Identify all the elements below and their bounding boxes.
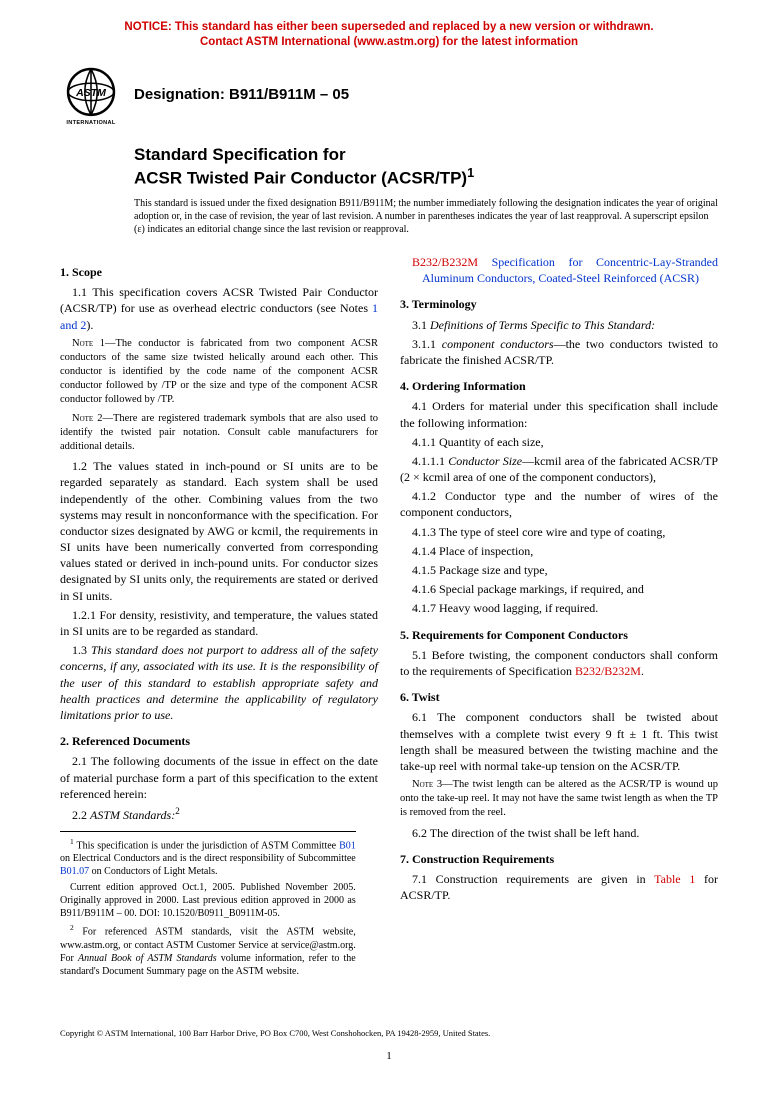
notice-line1: NOTICE: This standard has either been su…	[124, 21, 653, 33]
section-4-head: 4. Ordering Information	[400, 378, 718, 394]
p4111b: Conductor Size	[448, 454, 522, 468]
para-1-2-1: 1.2.1 For density, resistivity, and temp…	[60, 607, 378, 639]
p22b: ASTM Standards:	[90, 808, 175, 822]
para-1-2: 1.2 The values stated in inch-pound or S…	[60, 458, 378, 604]
section-1-head: 1. Scope	[60, 264, 378, 280]
p13-text: This standard does not purport to addres…	[60, 643, 378, 722]
para-3-1-1: 3.1.1 component conductors—the two condu…	[400, 336, 718, 368]
f2b: Annual Book of ASTM Standards	[78, 953, 217, 964]
footnotes-block: 1 This specification is under the jurisd…	[60, 831, 356, 978]
table-link[interactable]: Table 1	[654, 872, 695, 886]
ref-code-link[interactable]: B232/B232M	[412, 255, 478, 269]
para-1-3: 1.3 This standard does not purport to ad…	[60, 642, 378, 723]
para-4-1: 4.1 Orders for material under this speci…	[400, 398, 718, 430]
note-3: Note 3—The twist length can be altered a…	[400, 778, 718, 821]
para-4-1-4: 4.1.4 Place of inspection,	[400, 543, 718, 559]
spec-link[interactable]: B232/B232M	[575, 664, 641, 678]
section-5-head: 5. Requirements for Component Conductors	[400, 627, 718, 643]
para-4-1-1: 4.1.1 Quantity of each size,	[400, 434, 718, 450]
astm-logo-icon: ASTM INTERNATIONAL	[60, 64, 122, 126]
f1a: This specification is under the jurisdic…	[74, 840, 339, 851]
para-6-2: 6.2 The direction of the twist shall be …	[400, 825, 718, 841]
note-2: Note 2—There are registered trademark sy…	[60, 412, 378, 455]
p11a: 1.1 This specification covers ACSR Twist…	[60, 285, 378, 315]
title-line1: Standard Specification for	[134, 145, 346, 164]
section-6-head: 6. Twist	[400, 689, 718, 705]
para-4-1-1-1: 4.1.1.1 Conductor Size—kcmil area of the…	[400, 453, 718, 485]
title-line2: ACSR Twisted Pair Conductor (ACSR/TP)	[134, 169, 467, 188]
title-block: Standard Specification for ACSR Twisted …	[134, 144, 718, 236]
para-4-1-7: 4.1.7 Heavy wood lagging, if required.	[400, 600, 718, 616]
p311a: 3.1.1	[412, 337, 442, 351]
para-2-2: 2.2 ASTM Standards:2	[60, 805, 378, 823]
committee-link[interactable]: B01	[339, 840, 356, 851]
title-issuance-note: This standard is issued under the fixed …	[134, 197, 718, 236]
para-5-1: 5.1 Before twisting, the component condu…	[400, 647, 718, 679]
p22sup: 2	[175, 806, 180, 816]
footnote-1: 1 This specification is under the jurisd…	[60, 837, 356, 878]
para-1-1: 1.1 This specification covers ACSR Twist…	[60, 284, 378, 333]
p51a: 5.1 Before twisting, the component condu…	[400, 648, 718, 678]
document-page: NOTICE: This standard has either been su…	[0, 0, 778, 1094]
svg-text:ASTM: ASTM	[75, 87, 106, 99]
notice-banner: NOTICE: This standard has either been su…	[60, 20, 718, 50]
para-2-1: 2.1 The following documents of the issue…	[60, 753, 378, 802]
p71a: 7.1 Construction requirements are given …	[412, 872, 654, 886]
footnote-2: 2 For referenced ASTM standards, visit t…	[60, 923, 356, 977]
p11c: ).	[86, 318, 93, 332]
para-7-1: 7.1 Construction requirements are given …	[400, 871, 718, 903]
note-1: Note NOTE 1—The conductor is fabricated …	[60, 337, 378, 408]
para-3-1: 3.1 Definitions of Terms Specific to Thi…	[400, 317, 718, 333]
notice-line2: Contact ASTM International (www.astm.org…	[200, 36, 578, 48]
f1e: on Conductors of Light Metals.	[89, 866, 217, 877]
designation-text: Designation: B911/B911M – 05	[134, 85, 349, 105]
svg-text:INTERNATIONAL: INTERNATIONAL	[66, 120, 115, 126]
p22a: 2.2	[72, 808, 90, 822]
p4111a: 4.1.1.1	[412, 454, 448, 468]
p31a: 3.1	[412, 318, 430, 332]
para-4-1-5: 4.1.5 Package size and type,	[400, 562, 718, 578]
para-4-1-2: 4.1.2 Conductor type and the number of w…	[400, 488, 718, 520]
para-4-1-3: 4.1.3 The type of steel core wire and ty…	[400, 524, 718, 540]
document-title: Standard Specification for ACSR Twisted …	[134, 144, 718, 189]
f1c: on Electrical Conductors and is the dire…	[60, 853, 356, 864]
p31b: Definitions of Terms Specific to This St…	[430, 318, 655, 332]
para-4-1-6: 4.1.6 Special package markings, if requi…	[400, 581, 718, 597]
footnote-1-cont: Current edition approved Oct.1, 2005. Pu…	[60, 881, 356, 920]
body-columns: 1. Scope 1.1 This specification covers A…	[60, 254, 718, 978]
section-3-head: 3. Terminology	[400, 296, 718, 312]
section-2-head: 2. Referenced Documents	[60, 733, 378, 749]
subcommittee-link[interactable]: B01.07	[60, 866, 89, 877]
p311b: component conductors	[442, 337, 554, 351]
p51c: .	[641, 664, 644, 678]
page-number: 1	[60, 1049, 718, 1064]
copyright-text: Copyright © ASTM International, 100 Barr…	[60, 1028, 718, 1039]
section-7-head: 7. Construction Requirements	[400, 851, 718, 867]
title-super: 1	[467, 165, 474, 180]
ref-b232: B232/B232M Specification for Concentric-…	[400, 254, 718, 286]
para-6-1: 6.1 The component conductors shall be tw…	[400, 709, 718, 774]
header-row: ASTM INTERNATIONAL Designation: B911/B91…	[60, 64, 718, 126]
